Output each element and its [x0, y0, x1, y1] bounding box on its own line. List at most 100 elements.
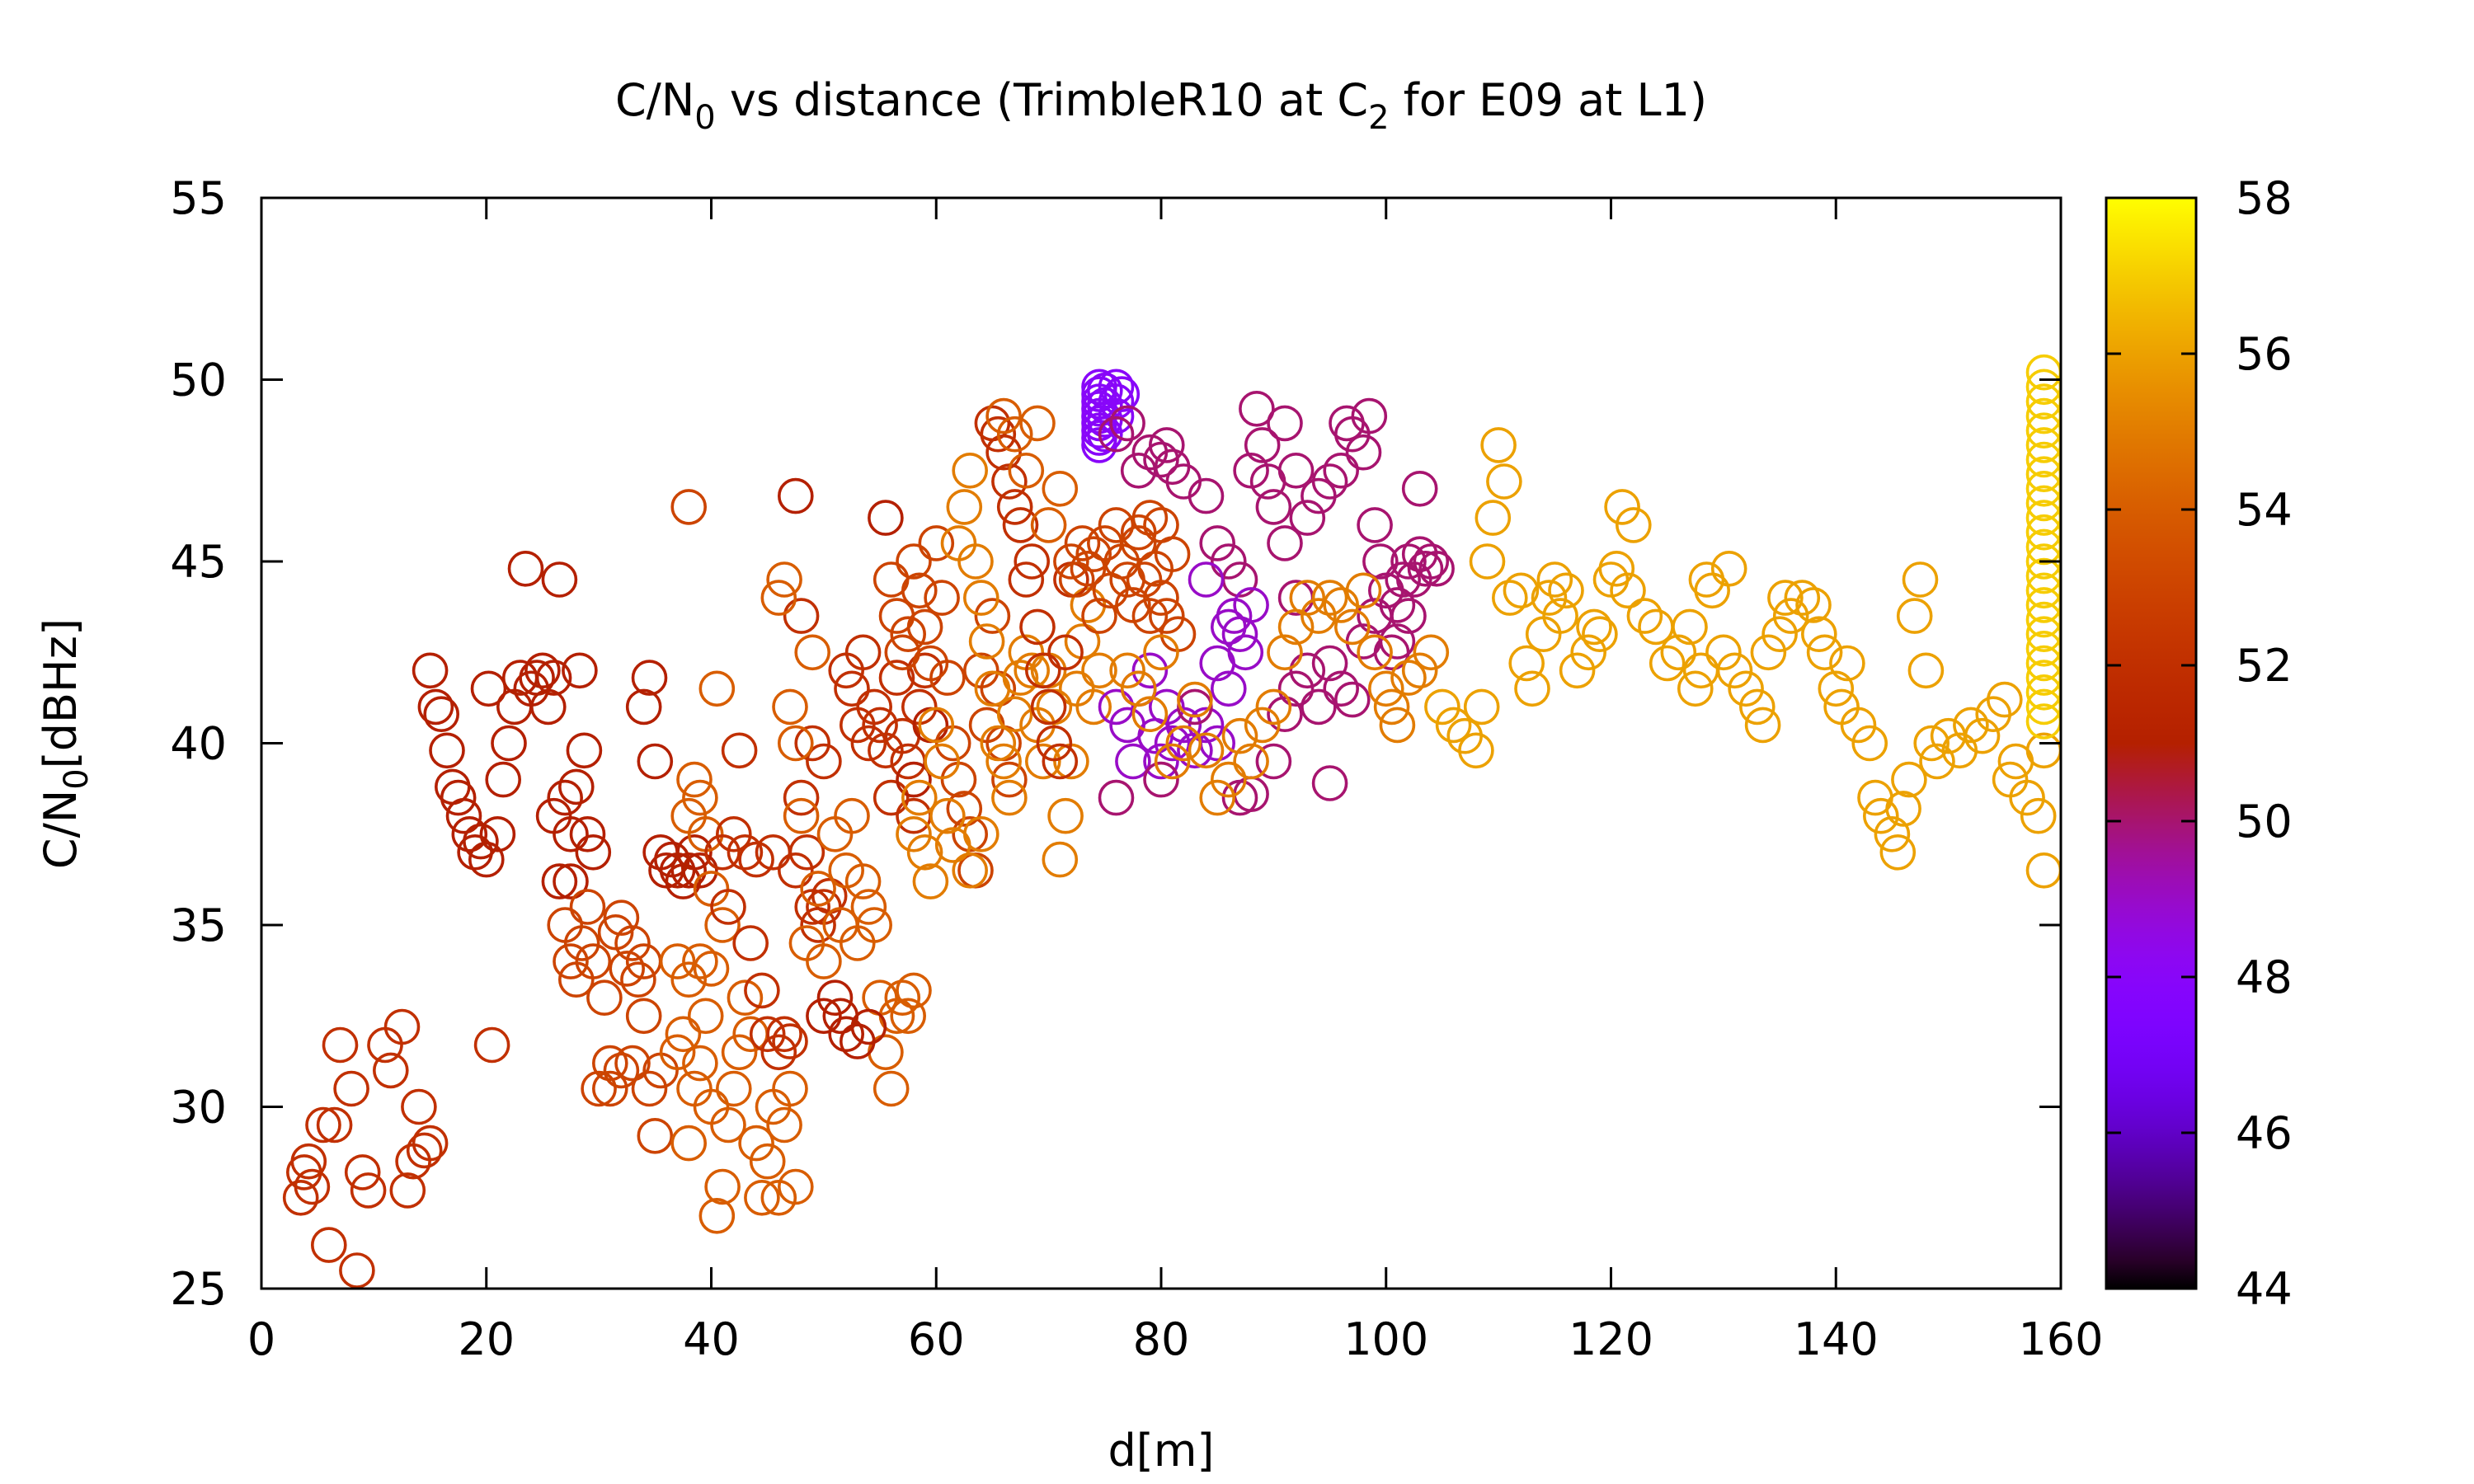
- data-point: [339, 1252, 375, 1289]
- data-point: [794, 725, 831, 762]
- data-point: [310, 1227, 347, 1263]
- data-point: [1244, 427, 1281, 463]
- data-point: [1188, 477, 1225, 514]
- data-point: [996, 696, 1033, 733]
- data-point: [562, 652, 598, 689]
- data-point: [423, 696, 460, 733]
- data-point: [1913, 725, 1950, 762]
- data-point: [980, 416, 1017, 453]
- data-point: [670, 961, 708, 998]
- data-point: [1379, 707, 1416, 744]
- data-point: [890, 616, 926, 653]
- data-point: [788, 834, 825, 871]
- data-point: [946, 791, 983, 827]
- data-point: [1649, 645, 1686, 682]
- data-point: [1188, 561, 1225, 598]
- data-point: [687, 998, 724, 1035]
- data-point: [1131, 652, 1169, 689]
- data-point: [1840, 707, 1877, 744]
- data-point: [963, 815, 999, 852]
- data-point: [1795, 587, 1832, 623]
- data-point: [412, 652, 449, 689]
- data-point: [1267, 634, 1303, 671]
- data-point: [429, 732, 465, 769]
- data-point: [1896, 598, 1933, 634]
- x-tick-label: 40: [683, 1313, 740, 1365]
- data-point: [1514, 670, 1550, 707]
- data-point: [957, 543, 994, 580]
- data-point: [290, 1143, 327, 1180]
- data-point: [1435, 707, 1472, 744]
- data-point: [980, 725, 1017, 762]
- data-point: [401, 1088, 437, 1125]
- data-point: [682, 943, 718, 979]
- data-point: [1716, 652, 1753, 689]
- data-point: [1885, 791, 1921, 827]
- data-point: [333, 1070, 369, 1107]
- data-point: [1475, 500, 1512, 536]
- data-point: [783, 598, 820, 634]
- data-point: [1486, 463, 1522, 500]
- data-point: [896, 761, 932, 798]
- data-point: [389, 1172, 426, 1209]
- data-point: [1019, 608, 1056, 646]
- data-point: [806, 998, 842, 1035]
- data-point: [1801, 616, 1837, 653]
- data-point: [872, 779, 910, 816]
- data-point: [834, 670, 870, 707]
- colorbar-axis: 44 46 48 50 52 54 56 58: [2106, 172, 2293, 1315]
- data-point: [1829, 645, 1865, 682]
- data-point: [1390, 660, 1427, 696]
- data-point: [844, 863, 882, 899]
- data-point: [1710, 550, 1747, 587]
- data-point: [1987, 681, 2023, 718]
- data-point: [524, 652, 561, 689]
- data-point: [1818, 670, 1855, 707]
- data-point: [1598, 550, 1635, 587]
- data-point: [1070, 550, 1107, 587]
- data-point: [620, 961, 656, 998]
- data-point: [1025, 743, 1061, 780]
- data-point: [1103, 376, 1141, 412]
- data-point: [844, 634, 882, 671]
- data-point: [451, 815, 488, 852]
- data-point: [732, 925, 769, 961]
- data-point: [586, 979, 623, 1016]
- data-point: [772, 1023, 808, 1059]
- data-point: [1784, 580, 1821, 616]
- y-tick-label: 55: [170, 172, 227, 224]
- data-point: [412, 1125, 449, 1162]
- data-point: [896, 972, 932, 1009]
- data-point: [901, 779, 938, 816]
- data-point: [1390, 543, 1427, 580]
- data-point: [1098, 397, 1135, 434]
- data-point: [777, 852, 814, 889]
- data-point: [710, 1106, 746, 1144]
- data-point: [1407, 550, 1444, 587]
- data-point: [1047, 634, 1084, 671]
- data-point: [1616, 507, 1652, 543]
- data-point: [603, 1052, 640, 1089]
- data-point: [553, 863, 589, 899]
- data-point: [1188, 732, 1225, 769]
- data-point: [1626, 598, 1663, 634]
- data-point: [1131, 500, 1169, 536]
- data-point: [1267, 696, 1303, 733]
- data-point: [772, 1070, 808, 1107]
- data-point: [1081, 652, 1117, 689]
- data-point: [749, 1016, 786, 1053]
- colorbar-tick-label: 52: [2236, 640, 2293, 692]
- x-axis: 0 20 40 60 80 100 120 140 160: [247, 198, 2104, 1365]
- data-point: [929, 797, 966, 834]
- data-point: [344, 1154, 381, 1190]
- data-point: [581, 1070, 617, 1107]
- data-point: [1165, 707, 1202, 744]
- data-point: [529, 688, 567, 726]
- data-point: [783, 797, 820, 834]
- data-point: [1019, 405, 1056, 442]
- data-point: [822, 998, 859, 1035]
- data-point: [614, 925, 651, 961]
- y-tick-label: 45: [170, 536, 227, 588]
- data-point: [1075, 536, 1112, 573]
- data-point: [1289, 580, 1326, 616]
